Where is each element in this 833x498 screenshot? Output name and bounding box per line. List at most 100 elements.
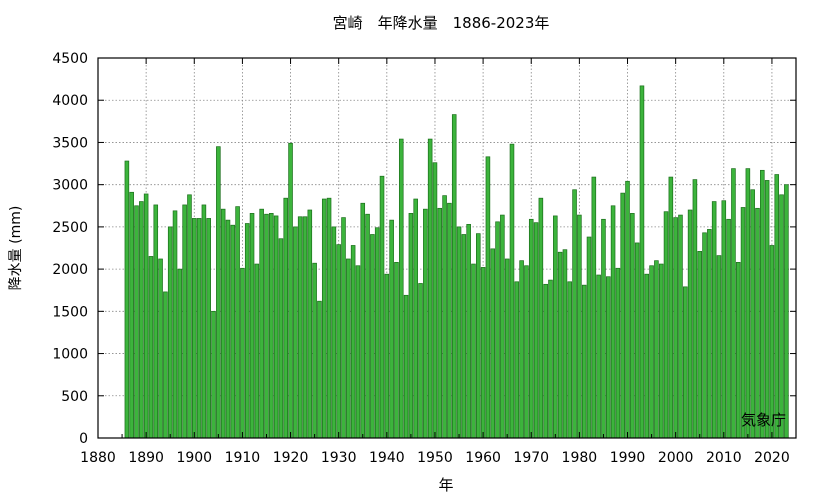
bar <box>543 283 548 439</box>
bar <box>326 197 332 439</box>
bar <box>630 213 635 439</box>
y-tick-label: 1000 <box>52 347 88 363</box>
bar <box>668 176 674 439</box>
bar <box>264 213 269 439</box>
bar <box>240 267 245 439</box>
bar <box>187 194 192 439</box>
y-tick-label: 3500 <box>52 135 88 151</box>
bar <box>509 143 515 439</box>
bar <box>398 138 404 439</box>
bar <box>480 267 486 439</box>
y-tick-label: 4000 <box>52 93 88 109</box>
bar <box>601 218 606 439</box>
bar <box>293 226 298 439</box>
bar <box>177 268 183 439</box>
bar <box>196 218 202 439</box>
bar <box>442 195 447 439</box>
bar <box>225 219 231 439</box>
bar <box>577 214 582 439</box>
bar <box>553 215 558 439</box>
bar <box>384 273 390 439</box>
bar <box>360 202 366 439</box>
bar <box>639 85 645 439</box>
x-tick-label: 2010 <box>706 450 742 466</box>
x-tick-label: 1950 <box>417 450 453 466</box>
bar <box>500 214 505 439</box>
bar <box>485 156 491 439</box>
y-tick-label: 2000 <box>52 262 88 278</box>
chart-title: 宮崎 年降水量 1886-2023年 <box>333 14 550 32</box>
bar <box>423 208 428 439</box>
bar <box>451 114 457 439</box>
bar <box>514 281 520 439</box>
x-tick-label: 1970 <box>513 450 549 466</box>
bar <box>716 255 722 439</box>
bar <box>129 191 134 439</box>
bar <box>447 202 452 439</box>
bar <box>370 234 375 439</box>
bar <box>649 265 654 439</box>
bar <box>745 168 751 439</box>
bar <box>365 213 370 439</box>
bar <box>432 162 438 439</box>
bar <box>697 251 702 439</box>
y-tick-label: 3000 <box>52 178 88 194</box>
bar <box>389 219 394 439</box>
bar <box>153 204 159 439</box>
bar <box>317 300 322 439</box>
bar <box>307 209 313 439</box>
bar <box>615 267 621 439</box>
bar <box>726 218 731 439</box>
bar <box>702 232 707 439</box>
bar <box>206 218 211 439</box>
bar <box>456 226 462 439</box>
bar <box>230 224 236 439</box>
bar <box>707 229 712 439</box>
bar <box>167 226 173 439</box>
bar <box>620 192 625 439</box>
x-tick-label: 1960 <box>465 450 501 466</box>
bar <box>201 204 207 439</box>
y-axis: 0 500 1000 1500 2000 2500 3000 3500 4000 4500 <box>52 51 796 447</box>
bar <box>750 189 755 439</box>
bar <box>740 207 746 439</box>
bar <box>124 160 130 439</box>
bar <box>413 198 418 439</box>
bar <box>779 194 784 439</box>
bar <box>254 263 260 439</box>
bar <box>437 207 443 439</box>
bar <box>134 205 139 439</box>
bar <box>220 208 226 439</box>
x-tick-label: 1980 <box>562 450 598 466</box>
bar <box>143 193 149 439</box>
y-tick-label: 0 <box>79 431 88 447</box>
bar <box>427 138 433 439</box>
source-annotation: 気象庁 <box>741 411 786 429</box>
bar <box>538 197 544 439</box>
bar <box>533 222 539 439</box>
bar <box>278 238 284 439</box>
bar <box>519 260 524 439</box>
x-tick-label: 1890 <box>128 450 164 466</box>
bar <box>374 227 380 439</box>
bar <box>182 204 187 439</box>
plot-frame <box>97 57 797 439</box>
bar <box>244 223 250 439</box>
bar <box>644 273 650 439</box>
x-tick-label: 1880 <box>80 450 116 466</box>
bar <box>355 265 361 439</box>
bar <box>476 233 481 439</box>
y-tick-label: 2500 <box>52 220 88 236</box>
bar <box>148 256 154 439</box>
bar <box>760 169 765 439</box>
bar <box>683 286 688 439</box>
x-axis-label: 年 <box>438 476 453 494</box>
bar <box>769 245 775 439</box>
bar <box>625 180 630 439</box>
x-tick-label: 1910 <box>225 450 261 466</box>
bar <box>302 216 308 439</box>
bar <box>249 213 255 439</box>
bar-series <box>124 85 789 439</box>
y-tick-label: 1500 <box>52 304 88 320</box>
bar <box>471 263 476 439</box>
